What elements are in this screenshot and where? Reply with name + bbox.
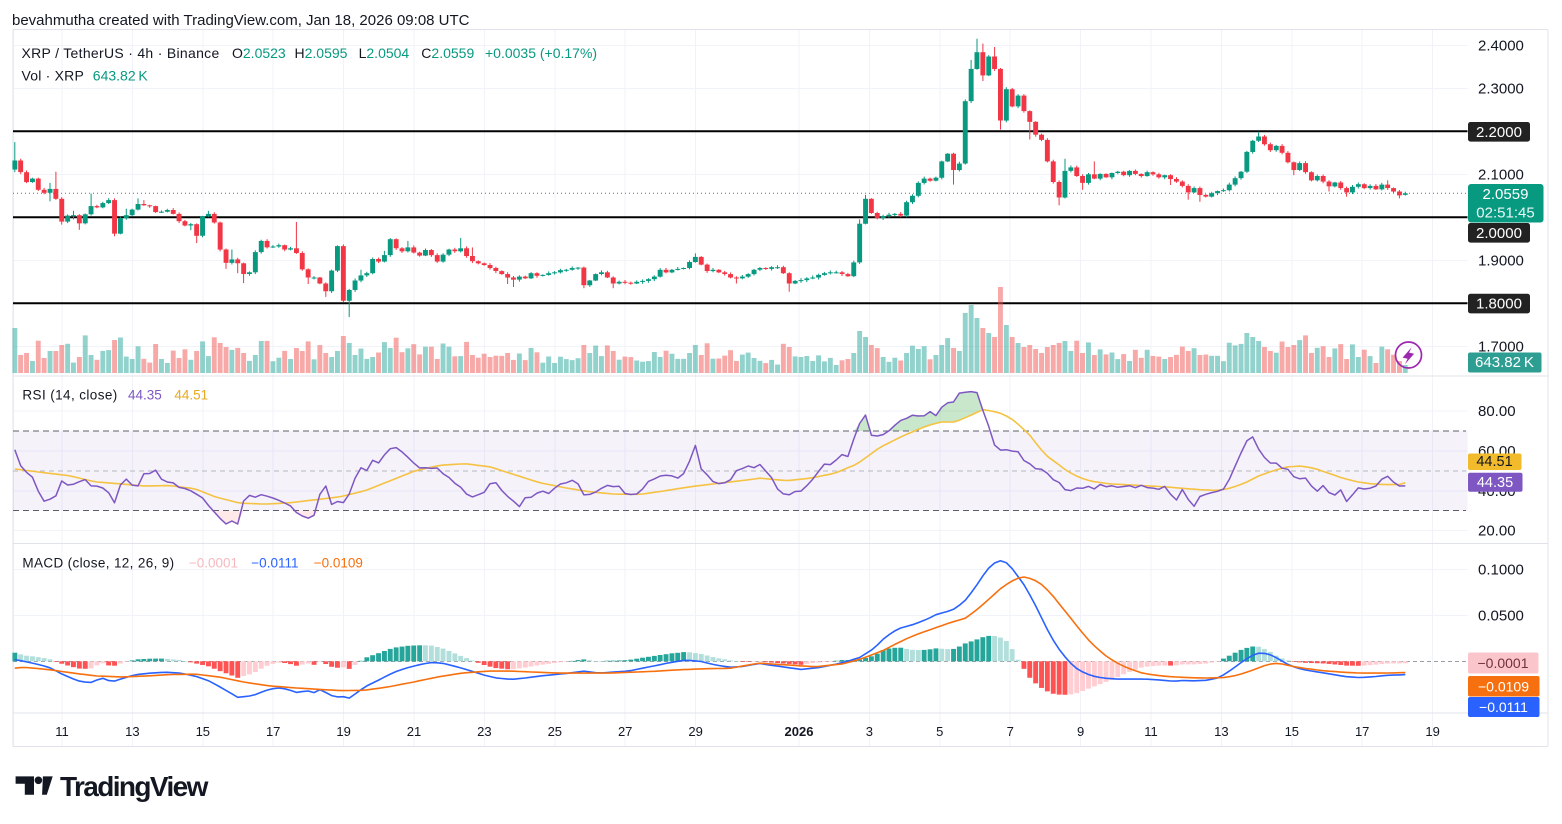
svg-text:13: 13 (1214, 724, 1228, 739)
svg-text:RSI (14, close): RSI (14, close) (22, 388, 117, 403)
svg-text:C2.0559: C2.0559 (421, 45, 474, 61)
svg-text:−0.0111: −0.0111 (251, 556, 298, 571)
svg-text:25: 25 (548, 724, 562, 739)
svg-text:13: 13 (125, 724, 139, 739)
svg-text:7: 7 (1007, 724, 1014, 739)
svg-text:29: 29 (688, 724, 702, 739)
svg-text:−0.0109: −0.0109 (314, 556, 363, 571)
svg-text:Vol · XRP: Vol · XRP (22, 68, 85, 84)
svg-text:11: 11 (1144, 724, 1158, 739)
svg-text:0.0500: 0.0500 (1478, 607, 1524, 624)
svg-text:80.00: 80.00 (1478, 403, 1516, 420)
svg-text:2026: 2026 (785, 724, 814, 739)
svg-text:5: 5 (936, 724, 943, 739)
svg-text:643.82 K: 643.82 K (93, 68, 149, 84)
svg-text:bevahmutha created with Tradin: bevahmutha created with TradingView.com,… (12, 12, 470, 29)
svg-text:643.82 K: 643.82 K (1475, 354, 1534, 371)
svg-text:2.0000: 2.0000 (1476, 225, 1522, 242)
svg-text:1.7000: 1.7000 (1478, 338, 1524, 355)
svg-text:MACD (close, 12, 26, 9): MACD (close, 12, 26, 9) (22, 556, 174, 571)
svg-text:0.1000: 0.1000 (1478, 561, 1524, 578)
svg-text:+0.0035 (+0.17%): +0.0035 (+0.17%) (485, 45, 597, 61)
svg-text:2.1000: 2.1000 (1478, 166, 1524, 183)
svg-text:23: 23 (477, 724, 491, 739)
svg-text:44.35: 44.35 (128, 388, 162, 403)
svg-text:XRP / TetherUS · 4h · Binance: XRP / TetherUS · 4h · Binance (22, 45, 220, 61)
svg-text:2.2000: 2.2000 (1476, 124, 1522, 141)
svg-text:9: 9 (1077, 724, 1084, 739)
svg-text:44.51: 44.51 (1476, 454, 1512, 470)
svg-text:44.51: 44.51 (174, 388, 208, 403)
svg-text:−0.0111: −0.0111 (1479, 699, 1528, 715)
svg-text:02:51:45: 02:51:45 (1476, 205, 1534, 222)
svg-text:15: 15 (196, 724, 210, 739)
svg-text:O2.0523: O2.0523 (232, 45, 286, 61)
svg-text:21: 21 (407, 724, 421, 739)
svg-text:2.4000: 2.4000 (1478, 37, 1524, 54)
svg-text:27: 27 (618, 724, 632, 739)
svg-text:−0.0001: −0.0001 (189, 556, 238, 571)
svg-text:1.9000: 1.9000 (1478, 252, 1524, 269)
svg-text:17: 17 (266, 724, 280, 739)
svg-text:17: 17 (1355, 724, 1369, 739)
svg-text:−0.0109: −0.0109 (1478, 678, 1529, 694)
svg-text:TradingView: TradingView (60, 771, 209, 802)
svg-text:H2.0595: H2.0595 (295, 45, 348, 61)
svg-text:20.00: 20.00 (1478, 523, 1516, 540)
svg-text:19: 19 (1425, 724, 1439, 739)
svg-text:3: 3 (866, 724, 873, 739)
svg-text:1.8000: 1.8000 (1476, 296, 1522, 313)
svg-text:15: 15 (1285, 724, 1299, 739)
svg-text:2.0559: 2.0559 (1483, 186, 1529, 203)
svg-text:−0.0001: −0.0001 (1478, 655, 1529, 671)
svg-text:11: 11 (55, 724, 69, 739)
svg-text:44.35: 44.35 (1477, 475, 1513, 491)
svg-text:19: 19 (336, 724, 350, 739)
svg-text:L2.0504: L2.0504 (359, 45, 410, 61)
svg-text:2.3000: 2.3000 (1478, 80, 1524, 97)
